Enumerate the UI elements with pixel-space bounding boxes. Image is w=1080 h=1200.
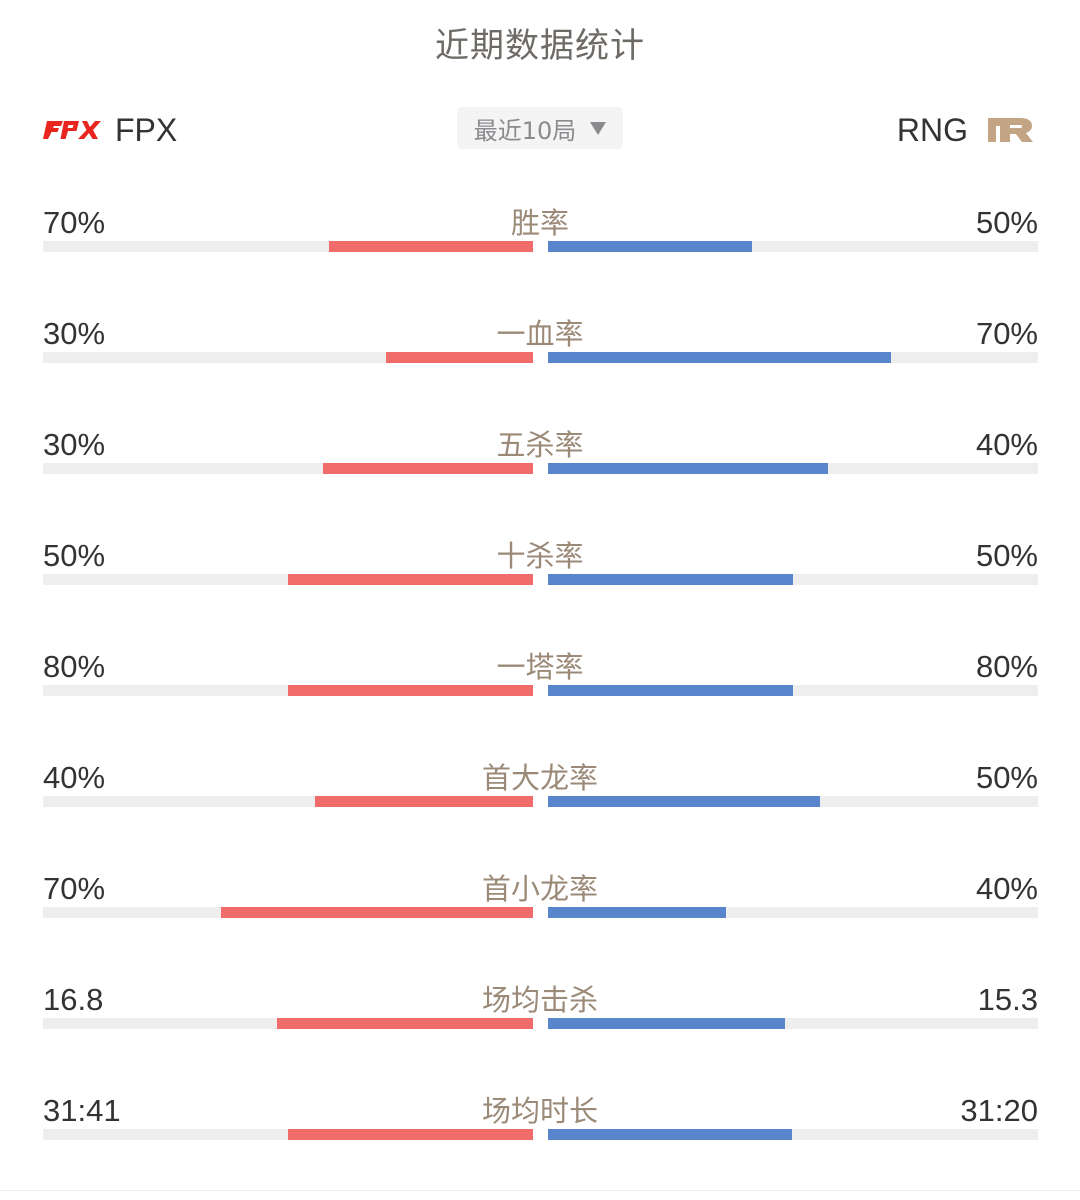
left-bar-fill	[288, 574, 533, 585]
right-bar-fill	[548, 685, 793, 696]
left-bar-fill	[315, 796, 533, 807]
left-bar-fill	[386, 352, 533, 363]
left-stat-value: 30%	[43, 316, 106, 351]
stat-row: 16.8 场均击杀 15.3	[0, 978, 1080, 1089]
left-stat-value: 50%	[43, 538, 106, 573]
left-bar-track	[43, 352, 533, 363]
left-bar-track	[43, 241, 533, 252]
right-bar-fill	[548, 907, 726, 918]
right-bar-fill	[548, 574, 793, 585]
stat-row: 30% 五杀率 40%	[0, 423, 1080, 534]
right-bar-fill	[548, 463, 828, 474]
left-team[interactable]: FPX	[43, 108, 177, 152]
right-bar-track	[548, 463, 1038, 474]
right-bar-track	[548, 907, 1038, 918]
left-stat-value: 80%	[43, 649, 106, 684]
left-bar-track	[43, 685, 533, 696]
left-stat-value: 40%	[43, 760, 106, 795]
right-stat-value: 40%	[975, 427, 1038, 462]
right-team[interactable]: RNG	[897, 108, 1034, 152]
stat-label: 首小龙率	[481, 872, 598, 906]
stat-row: 80% 一塔率 80%	[0, 645, 1080, 756]
left-bar-fill	[288, 685, 533, 696]
stat-row: 70% 胜率 50%	[0, 201, 1080, 312]
rng-logo-icon	[988, 118, 1033, 142]
stat-label: 一血率	[496, 317, 584, 351]
stat-label: 十杀率	[496, 539, 584, 573]
right-bar-fill	[548, 241, 752, 252]
right-bar-fill	[548, 1129, 792, 1140]
right-bar-track	[548, 574, 1038, 585]
right-bar-track	[548, 796, 1038, 807]
right-stat-value: 31:20	[960, 1093, 1038, 1128]
stat-row: 31:41 场均时长 31:20	[0, 1089, 1080, 1200]
right-bar-fill	[548, 796, 820, 807]
right-stat-value: 50%	[975, 760, 1038, 795]
right-bar-track	[548, 241, 1038, 252]
right-stat-value: 50%	[975, 538, 1038, 573]
stat-label: 首大龙率	[481, 761, 598, 795]
stat-row: 30% 一血率 70%	[0, 312, 1080, 423]
right-bar-fill	[548, 352, 891, 363]
left-stat-value: 31:41	[43, 1093, 121, 1128]
left-bar-track	[43, 1129, 533, 1140]
range-selector[interactable]: 最近10局	[457, 107, 623, 149]
right-stat-value: 40%	[975, 871, 1038, 906]
right-stat-value: 50%	[975, 205, 1038, 240]
left-bar-fill	[323, 463, 533, 474]
left-bar-track	[43, 1018, 533, 1029]
stat-label: 场均击杀	[481, 983, 598, 1017]
right-team-name: RNG	[896, 111, 968, 148]
stat-label: 场均时长	[481, 1094, 598, 1128]
left-bar-fill	[221, 907, 533, 918]
right-bar-track	[548, 685, 1038, 696]
left-team-name: FPX	[115, 111, 178, 148]
right-stat-value: 80%	[975, 649, 1038, 684]
left-bar-fill	[329, 241, 533, 252]
stat-row: 50% 十杀率 50%	[0, 534, 1080, 645]
left-stat-value: 70%	[43, 871, 106, 906]
bottom-divider	[0, 1190, 1080, 1191]
right-bar-track	[548, 1018, 1038, 1029]
stat-label: 五杀率	[496, 428, 584, 462]
range-selector-value: 最近10局	[473, 116, 577, 145]
left-bar-track	[43, 574, 533, 585]
left-bar-fill	[277, 1018, 533, 1029]
fpx-logo-icon	[43, 121, 101, 139]
right-bar-track	[548, 1129, 1038, 1140]
left-bar-track	[43, 796, 533, 807]
right-stat-value: 15.3	[977, 982, 1038, 1017]
left-bar-track	[43, 907, 533, 918]
left-bar-track	[43, 463, 533, 474]
caret-down-icon	[590, 121, 607, 135]
left-stat-value: 16.8	[43, 982, 104, 1017]
right-stat-value: 70%	[975, 316, 1038, 351]
stat-label: 一塔率	[496, 650, 584, 684]
page-title: 近期数据统计	[435, 26, 645, 66]
right-bar-track	[548, 352, 1038, 363]
left-stat-value: 70%	[43, 205, 106, 240]
left-stat-value: 30%	[43, 427, 106, 462]
left-bar-fill	[288, 1129, 533, 1140]
stat-row: 40% 首大龙率 50%	[0, 756, 1080, 867]
stat-label: 胜率	[510, 206, 569, 240]
stat-row: 70% 首小龙率 40%	[0, 867, 1080, 978]
right-bar-fill	[548, 1018, 785, 1029]
